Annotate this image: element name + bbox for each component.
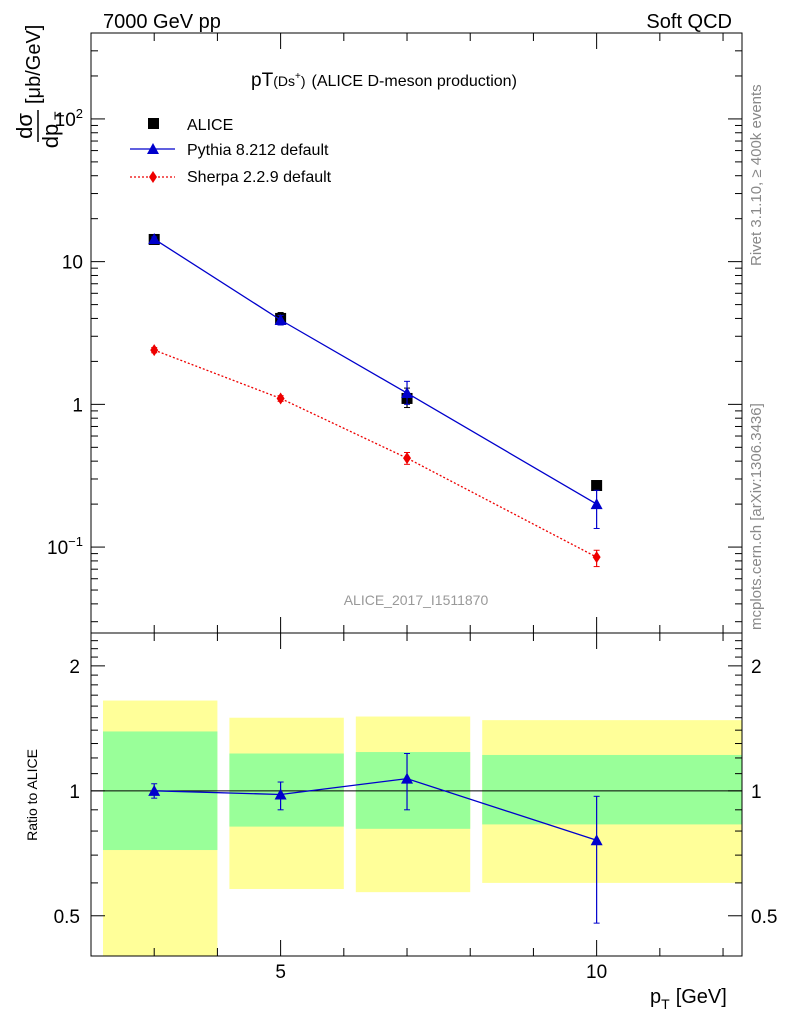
ratio-y-tick-label-left: 2 [69, 657, 80, 678]
y-label-subscript: T [51, 111, 67, 120]
ratio-pythia-point [274, 788, 287, 800]
ratio-y-tick-label-right: 0.5 [751, 907, 777, 928]
y-label-denominator: dp [38, 124, 63, 148]
legend-sherpa-label: Sherpa 2.2.9 default [187, 169, 332, 186]
ratio-frame [90, 632, 743, 957]
x-tick-label: 10 [586, 962, 607, 983]
ratio-y-tick-label-left: 1 [69, 782, 80, 803]
sherpa-point [150, 344, 159, 357]
ratio-band-green-3 [482, 754, 742, 825]
x-tick-label: 5 [275, 962, 286, 983]
main-title: pT(Ds+) (ALICE D-meson production) [251, 70, 517, 91]
analysis-watermark: ALICE_2017_I1511870 [344, 592, 489, 608]
ratio-pythia-point [148, 784, 161, 796]
y-label-numerator: dσ [12, 113, 37, 139]
main-y-tick-label: 102 [55, 106, 83, 131]
axes-ticks: 10−1 1 10 102 0.5 0.5 1 1 2 2 5 10 [47, 32, 777, 983]
legend-pythia-marker [147, 143, 159, 154]
pythia-point [148, 233, 161, 245]
main-y-tick-label: 1 [72, 395, 83, 416]
legend-alice-marker [148, 118, 159, 129]
y-label-unit: [μb/GeV] [23, 25, 45, 104]
pythia-series-line [153, 238, 597, 505]
legend-sherpa-marker [149, 171, 157, 183]
alice-point [591, 480, 603, 492]
pythia-point [401, 387, 414, 399]
sherpa-point [276, 392, 285, 405]
main-y-tick-label: 10−1 [47, 534, 83, 559]
sherpa-point [403, 452, 412, 465]
ratio-y-tick-label-right: 2 [751, 657, 762, 678]
data-marks [148, 233, 603, 924]
main-y-tick-label: 10 [62, 253, 83, 274]
header-right: Soft QCD [646, 11, 732, 33]
ratio-y-tick-label-left: 0.5 [54, 907, 80, 928]
ratio-pythia-point [590, 834, 603, 846]
pythia-point [274, 314, 287, 326]
ratio-band-green-1 [229, 753, 344, 827]
ratio-bands [103, 700, 742, 956]
ratio-y-axis-label: Ratio to ALICE [24, 749, 40, 841]
mcplots-label: mcplots.cern.ch [arXiv:1306.3436] [748, 403, 765, 630]
legend-alice-label: ALICE [187, 117, 233, 134]
x-axis-label: pT [GeV] [650, 986, 727, 1012]
pythia-point [590, 498, 603, 510]
rivet-label: Rivet 3.1.10, ≥ 400k events [748, 84, 765, 266]
header-left: 7000 GeV pp [103, 11, 221, 33]
ratio-pythia-point [401, 772, 414, 784]
main-y-axis-label: dσ dp T [μb/GeV] [12, 25, 67, 149]
ratio-pythia-line [154, 777, 597, 841]
sherpa-point [592, 551, 601, 564]
sherpa-series-line [153, 349, 597, 558]
ratio-y-tick-label-right: 1 [751, 782, 762, 803]
legend-pythia-label: Pythia 8.212 default [187, 142, 329, 159]
legend: ALICE Pythia 8.212 default Sherpa 2.2.9 … [130, 117, 332, 186]
